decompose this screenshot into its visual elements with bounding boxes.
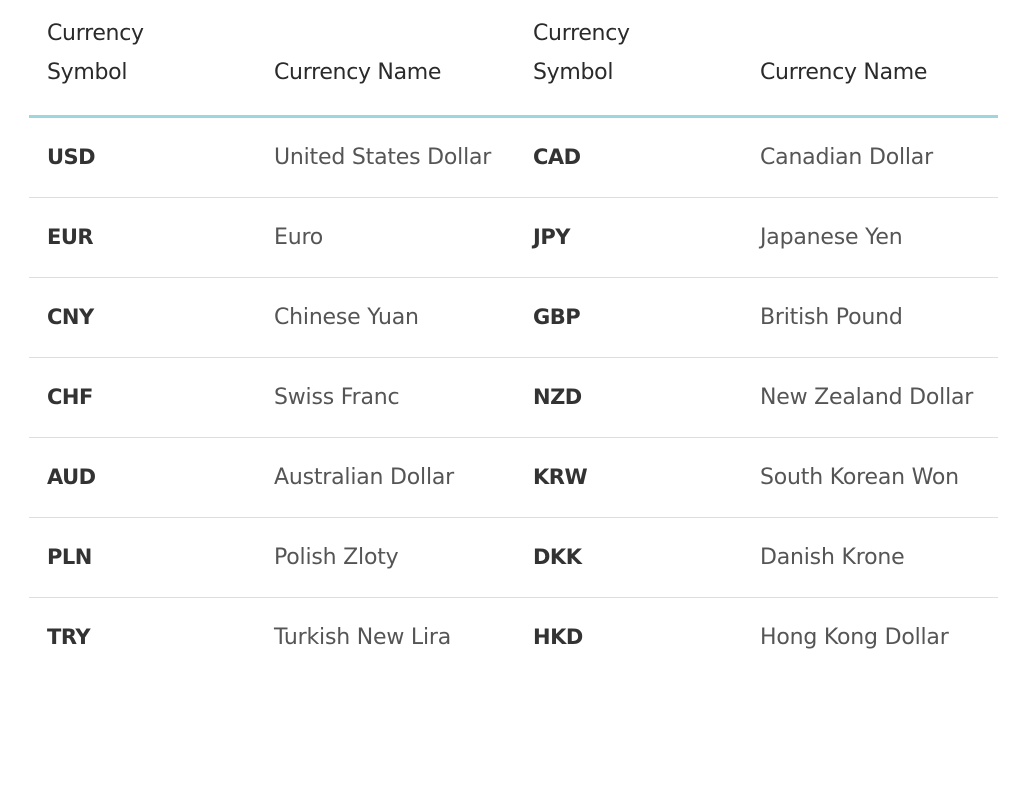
currency-symbol-cell: NZD [533, 385, 582, 409]
header-currency-name-1: Currency Name [274, 60, 442, 85]
table-header: Currency Symbol Currency Name Currency Sym… [29, 0, 998, 117]
currency-symbol-cell: HKD [533, 625, 583, 649]
currency-name-cell: Japanese Yen [760, 225, 903, 250]
currency-name-cell: New Zealand Dollar [760, 385, 974, 410]
currency-name-cell: Euro [274, 225, 324, 250]
table-row: USD United States Dollar CAD Canadian Do… [29, 117, 998, 198]
currency-name-cell: Hong Kong Dollar [760, 625, 949, 650]
table-row: CNY Chinese Yuan GBP British Pound [29, 278, 998, 358]
currency-name-cell: Chinese Yuan [274, 305, 419, 330]
currency-table: Currency Symbol Currency Name Currency Sym… [29, 0, 998, 677]
currency-name-cell: United States Dollar [274, 145, 492, 170]
currency-name-cell: Australian Dollar [274, 465, 455, 490]
header-currency-symbol-2: Currency Symbol [533, 21, 630, 85]
currency-symbol-cell: CNY [47, 305, 94, 329]
currency-symbol-cell: JPY [533, 225, 570, 249]
currency-symbol-cell: CAD [533, 145, 581, 169]
currency-name-cell: Canadian Dollar [760, 145, 933, 170]
currency-symbol-cell: PLN [47, 545, 92, 569]
table-row: EUR Euro JPY Japanese Yen [29, 198, 998, 278]
currency-name-cell: British Pound [760, 305, 903, 330]
currency-symbol-cell: CHF [47, 385, 93, 409]
currency-symbol-cell: GBP [533, 305, 581, 329]
header-currency-symbol-1: Currency Symbol [47, 21, 144, 85]
currency-symbol-cell: AUD [47, 465, 96, 489]
table-row: CHF Swiss Franc NZD New Zealand Dollar [29, 358, 998, 438]
currency-symbol-cell: DKK [533, 545, 582, 569]
header-currency-name-2: Currency Name [760, 60, 928, 85]
table-row: PLN Polish Zloty DKK Danish Krone [29, 518, 998, 598]
table-row: AUD Australian Dollar KRW South Korean W… [29, 438, 998, 518]
currency-name-cell: South Korean Won [760, 465, 959, 490]
currency-symbol-cell: KRW [533, 465, 588, 489]
table-body: USD United States Dollar CAD Canadian Do… [29, 117, 998, 678]
currency-name-cell: Polish Zloty [274, 545, 399, 570]
header-row: Currency Symbol Currency Name Currency Sym… [29, 0, 998, 117]
currency-name-cell: Turkish New Lira [274, 625, 452, 650]
currency-symbol-cell: USD [47, 145, 96, 169]
currency-table-container: Currency Symbol Currency Name Currency Sym… [29, 0, 998, 677]
table-row: TRY Turkish New Lira HKD Hong Kong Dolla… [29, 598, 998, 678]
currency-symbol-cell: TRY [47, 625, 91, 649]
currency-name-cell: Swiss Franc [274, 385, 400, 410]
currency-name-cell: Danish Krone [760, 545, 905, 570]
currency-symbol-cell: EUR [47, 225, 94, 249]
